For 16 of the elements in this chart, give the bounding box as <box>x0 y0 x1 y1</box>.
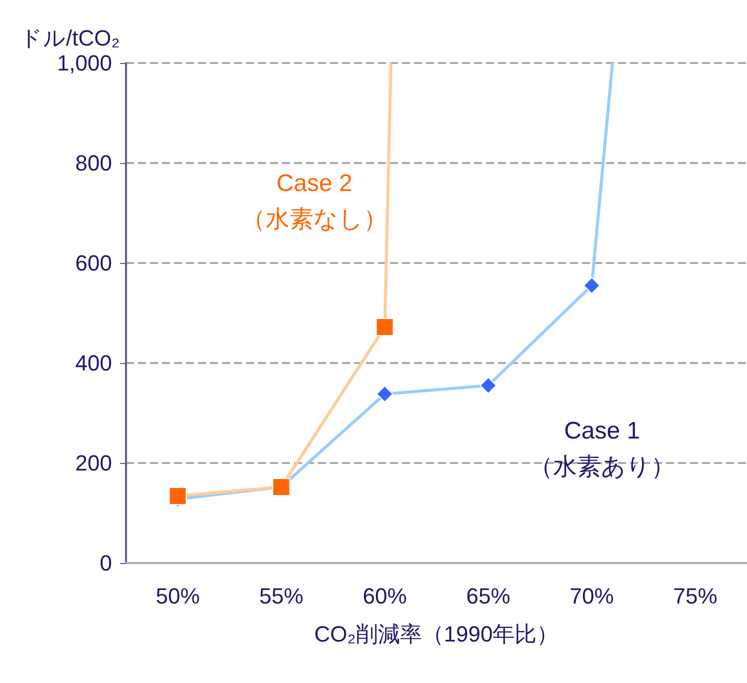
x-tick-label: 50% <box>156 584 200 608</box>
text: Case 2 （水素なし） <box>241 170 388 233</box>
y-tick-label: 800 <box>75 150 112 176</box>
x-tick-label: 60% <box>362 584 407 608</box>
y-tick-label: 200 <box>75 450 112 476</box>
x-tick-label: 55% <box>259 584 304 608</box>
y-tick-label: 0 <box>100 550 112 576</box>
y-axis-title: ドル/tCO₂ <box>20 26 120 50</box>
x-tick-label: 65% <box>466 584 510 608</box>
series-label: Case 1 （水素あり） <box>529 418 676 480</box>
x-tick-label: 75% <box>673 584 718 608</box>
y-tick-label: 400 <box>75 350 112 376</box>
y-tick-label: 600 <box>75 250 112 276</box>
x-tick-label: 70% <box>570 584 614 608</box>
y-tick-label: 1,000 <box>56 50 112 76</box>
x-axis-title: CO₂削減率（1990年比） <box>314 622 559 646</box>
